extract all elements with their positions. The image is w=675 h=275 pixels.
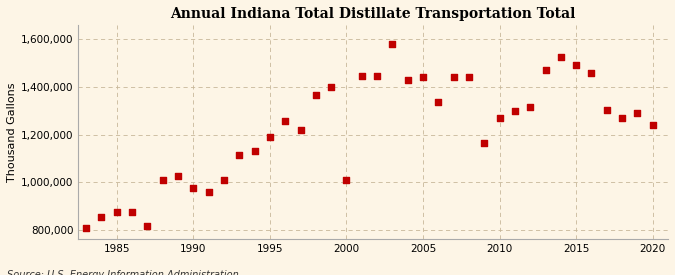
- Point: [96, 214, 107, 219]
- Point: [556, 55, 566, 59]
- Point: [448, 75, 459, 79]
- Point: [295, 128, 306, 132]
- Title: Annual Indiana Total Distillate Transportation Total: Annual Indiana Total Distillate Transpor…: [171, 7, 576, 21]
- Point: [111, 210, 122, 214]
- Point: [433, 100, 443, 104]
- Point: [356, 74, 367, 78]
- Point: [647, 123, 658, 127]
- Point: [479, 141, 489, 145]
- Point: [494, 116, 505, 120]
- Point: [326, 85, 337, 89]
- Point: [265, 135, 275, 139]
- Y-axis label: Thousand Gallons: Thousand Gallons: [7, 82, 17, 182]
- Point: [387, 42, 398, 46]
- Point: [127, 210, 138, 214]
- Point: [586, 70, 597, 75]
- Point: [188, 186, 198, 190]
- Point: [280, 119, 291, 124]
- Point: [157, 178, 168, 182]
- Point: [341, 178, 352, 182]
- Point: [525, 105, 536, 109]
- Point: [402, 78, 413, 82]
- Point: [617, 116, 628, 120]
- Text: Source: U.S. Energy Information Administration: Source: U.S. Energy Information Administ…: [7, 271, 238, 275]
- Point: [219, 178, 230, 182]
- Point: [142, 224, 153, 229]
- Point: [249, 149, 260, 153]
- Point: [173, 174, 184, 178]
- Point: [418, 75, 429, 79]
- Point: [372, 74, 383, 78]
- Point: [571, 63, 582, 68]
- Point: [601, 107, 612, 112]
- Point: [464, 75, 475, 79]
- Point: [81, 225, 92, 230]
- Point: [632, 111, 643, 115]
- Point: [540, 68, 551, 72]
- Point: [234, 153, 244, 157]
- Point: [510, 109, 520, 113]
- Point: [310, 93, 321, 97]
- Point: [203, 189, 214, 194]
